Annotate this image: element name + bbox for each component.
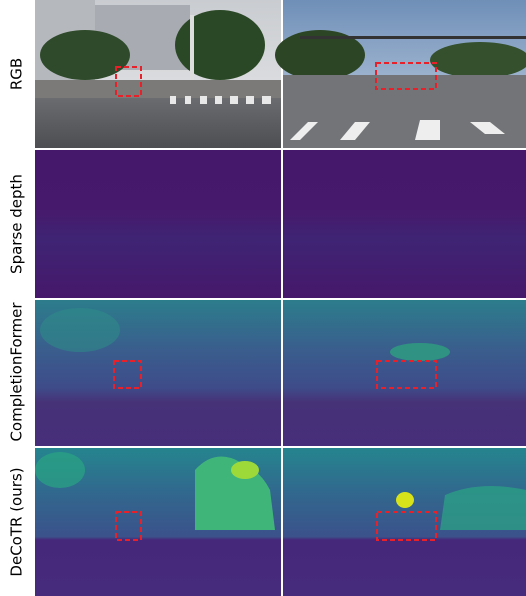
- decotr-right: [283, 448, 526, 596]
- decotr-left: [35, 448, 281, 596]
- row-label: DeCoTR (ours): [8, 467, 26, 576]
- rgb-image-left: [35, 0, 281, 148]
- sparse-depth-right: [283, 150, 526, 298]
- row-label: Sparse depth: [8, 174, 26, 274]
- completionformer-right: [283, 300, 526, 446]
- row-label: CompletionFormer: [8, 302, 26, 442]
- completionformer-left: [35, 300, 281, 446]
- rgb-image-right: [275, 0, 526, 148]
- sparse-depth-left: [35, 150, 281, 298]
- row-label: RGB: [8, 58, 26, 90]
